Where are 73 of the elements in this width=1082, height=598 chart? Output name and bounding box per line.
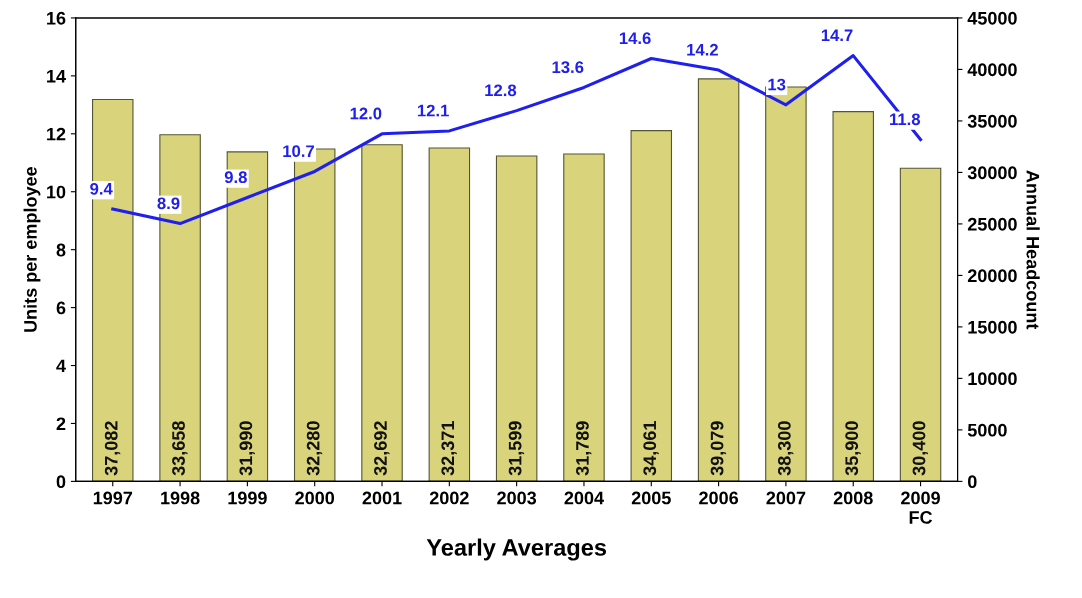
y-tick-label: 12 — [47, 127, 66, 141]
data-label: 32,280 — [306, 421, 323, 476]
data-label: 9.4 — [90, 182, 113, 195]
x-tick-label: 1997 — [93, 491, 133, 505]
x-axis-title: Yearly Averages — [426, 538, 607, 561]
x-tick-label: 2006 — [699, 491, 739, 505]
y-tick-label: 16 — [47, 11, 66, 25]
x-tick-label: 1999 — [228, 491, 267, 505]
bar — [428, 147, 471, 482]
data-label: 12.8 — [485, 84, 517, 97]
x-tick-label: 2007 — [766, 491, 806, 505]
y2-tick-label: 30000 — [967, 166, 1017, 180]
y2-tick-label: 40000 — [967, 63, 1017, 77]
data-label: 30,400 — [912, 421, 929, 476]
y-tick-label: 0 — [56, 475, 66, 489]
data-label: 8.9 — [157, 197, 180, 210]
y-tick-label: 10 — [47, 185, 66, 199]
bar — [899, 167, 942, 482]
data-label: 33,658 — [172, 421, 188, 476]
y2-tick-label: 10000 — [968, 372, 1017, 386]
x-tick-label: 2008 — [833, 491, 873, 505]
y-tick-label: 4 — [56, 359, 66, 373]
y2-tick-label: 45000 — [967, 11, 1017, 25]
bar — [697, 78, 740, 482]
bar — [92, 98, 134, 482]
y2-axis-title: Annual Headcount — [1026, 170, 1040, 330]
y-tick-label: 6 — [56, 301, 66, 315]
y-tick-label: 8 — [56, 243, 66, 257]
bar — [563, 153, 605, 482]
y-tick-label: 2 — [56, 417, 66, 430]
x-tick-label: 2009 FC — [901, 491, 940, 524]
data-label: 10.7 — [283, 145, 314, 158]
data-label: 39,079 — [710, 421, 727, 476]
data-label: 38,300 — [777, 421, 794, 476]
data-label: 12.0 — [350, 107, 382, 120]
y-axis-title: Units per employee — [23, 166, 41, 332]
data-label: 14.7 — [821, 29, 853, 42]
x-tick-label: 1998 — [161, 491, 200, 505]
bar — [361, 144, 403, 482]
data-label: 13 — [768, 78, 786, 91]
y2-tick-label: 0 — [968, 475, 977, 489]
data-label: 31,990 — [239, 421, 255, 476]
bar — [832, 111, 874, 482]
data-label: 13.6 — [552, 61, 584, 74]
data-label: 34,061 — [643, 421, 659, 476]
x-tick-label: 2001 — [362, 491, 402, 505]
data-label: 9.8 — [224, 171, 247, 184]
y2-tick-label: 20000 — [967, 269, 1017, 283]
data-label: 32,371 — [441, 421, 457, 476]
data-label: 31,789 — [576, 421, 592, 476]
x-tick-label: 2000 — [295, 491, 335, 505]
y-tick-label: 14 — [47, 69, 66, 83]
y2-tick-label: 15000 — [968, 320, 1017, 334]
x-tick-label: 2002 — [429, 491, 469, 505]
data-label: 37,082 — [104, 421, 121, 476]
y2-tick-label: 5000 — [967, 423, 1007, 437]
y2-tick-label: 35000 — [967, 114, 1017, 128]
bar — [630, 130, 673, 482]
x-tick-label: 2005 — [631, 491, 671, 505]
data-label: 14.6 — [619, 32, 651, 45]
data-label: 14.2 — [687, 43, 718, 56]
bar — [226, 151, 269, 482]
bar — [159, 134, 201, 482]
data-label: 35,900 — [845, 421, 861, 476]
data-label: 11.8 — [890, 113, 921, 126]
bar — [495, 155, 538, 482]
x-tick-label: 2003 — [497, 491, 537, 505]
data-label: 32,692 — [374, 421, 390, 476]
data-label: 12.1 — [417, 104, 449, 117]
data-label: 31,599 — [508, 421, 525, 476]
x-tick-label: 2004 — [564, 491, 604, 505]
line-series — [111, 54, 923, 226]
y2-tick-label: 25000 — [967, 217, 1017, 231]
